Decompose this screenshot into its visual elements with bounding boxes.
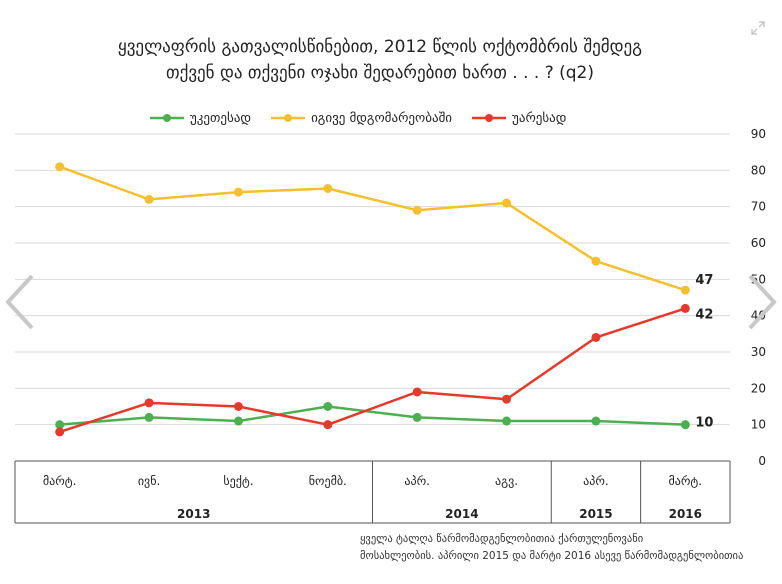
legend-marker-same xyxy=(271,114,306,122)
year-group-label: 2013 xyxy=(177,507,210,521)
legend-item-better: უკეთესად xyxy=(150,111,251,126)
y-tick-label: 20 xyxy=(751,381,766,395)
expand-icon[interactable] xyxy=(750,20,766,36)
end-value-label-same: 47 xyxy=(695,273,713,288)
x-tick-label: სექტ. xyxy=(223,474,253,488)
legend-label-same: იგივე მდგომარეობაში xyxy=(311,110,453,126)
data-point-worse xyxy=(233,402,243,411)
legend-marker-better xyxy=(150,114,184,122)
year-group-label: 2016 xyxy=(669,507,702,521)
series-line-worse xyxy=(59,307,686,434)
source-note: ყველა ტალღა წარმომადგენლობითია ქართულენო… xyxy=(360,531,770,565)
legend-label-better: უკეთესად xyxy=(190,110,252,126)
data-point-same xyxy=(144,194,154,204)
data-point-same xyxy=(233,187,243,197)
data-point-better xyxy=(591,416,601,426)
data-point-same xyxy=(502,198,512,208)
next-arrow-icon[interactable] xyxy=(744,272,780,332)
legend-item-same: იგივე მდგომარეობაში xyxy=(271,111,452,126)
data-point-worse xyxy=(412,387,422,397)
source-note-line2: მოსახლეობის. აპრილი 2015 და მარტი 2016 ა… xyxy=(360,550,744,562)
x-tick-label: აპრ. xyxy=(404,474,430,488)
chart-title: ყველაფრის გათვალისწინებით, 2012 წლის ოქტ… xyxy=(40,34,720,86)
x-tick-label: მარტ. xyxy=(43,474,77,488)
legend: უკეთესად იგივე მდგომარეობაში უარესად xyxy=(150,108,586,128)
data-point-better xyxy=(323,402,333,411)
y-tick-label: 80 xyxy=(751,163,766,177)
y-tick-label: 70 xyxy=(751,200,766,214)
y-tick-label: 30 xyxy=(751,345,766,359)
data-point-same xyxy=(591,256,601,266)
legend-marker-worse xyxy=(472,114,507,122)
x-tick-label: ნოემბ. xyxy=(309,474,347,488)
chart-title-line2: თქვენ და თქვენი ოჯახი შედარებით ხართ . .… xyxy=(166,63,594,83)
data-point-better xyxy=(412,412,422,422)
data-point-better xyxy=(144,412,154,422)
data-point-same xyxy=(412,205,422,215)
y-tick-label: 10 xyxy=(751,418,766,432)
series-line-better xyxy=(59,405,686,426)
data-point-worse xyxy=(591,332,601,342)
x-tick-label: ივნ. xyxy=(138,474,160,488)
data-point-worse xyxy=(680,303,690,313)
data-point-worse xyxy=(323,420,333,430)
x-tick-label: აგვ. xyxy=(495,474,518,488)
year-group-label: 2014 xyxy=(445,507,478,521)
end-value-label-better: 10 xyxy=(695,416,713,431)
x-tick-label: აპრ. xyxy=(583,474,609,488)
data-point-same xyxy=(55,162,65,172)
series-line-same xyxy=(59,165,686,292)
data-point-worse xyxy=(144,398,154,408)
y-tick-label: 90 xyxy=(751,127,766,141)
data-point-better xyxy=(680,420,690,430)
y-tick-label: 60 xyxy=(751,236,766,250)
x-tick-label: მარტ. xyxy=(669,474,703,488)
chart-title-line1: ყველაფრის გათვალისწინებით, 2012 წლის ოქტ… xyxy=(117,37,643,57)
previous-arrow-icon[interactable] xyxy=(2,272,38,332)
data-point-same xyxy=(680,285,690,295)
legend-item-worse: უარესად xyxy=(472,111,566,126)
data-point-worse xyxy=(55,427,65,437)
data-point-better xyxy=(55,420,65,430)
year-group-label: 2015 xyxy=(579,507,612,521)
legend-label-worse: უარესად xyxy=(512,110,567,126)
data-point-better xyxy=(233,416,243,426)
end-value-label-worse: 42 xyxy=(695,307,713,322)
y-tick-label: 0 xyxy=(758,454,766,468)
data-point-worse xyxy=(502,394,512,404)
data-point-same xyxy=(323,184,333,193)
data-point-better xyxy=(502,416,512,426)
source-note-line1: ყველა ტალღა წარმომადგენლობითია ქართულენო… xyxy=(360,533,644,545)
